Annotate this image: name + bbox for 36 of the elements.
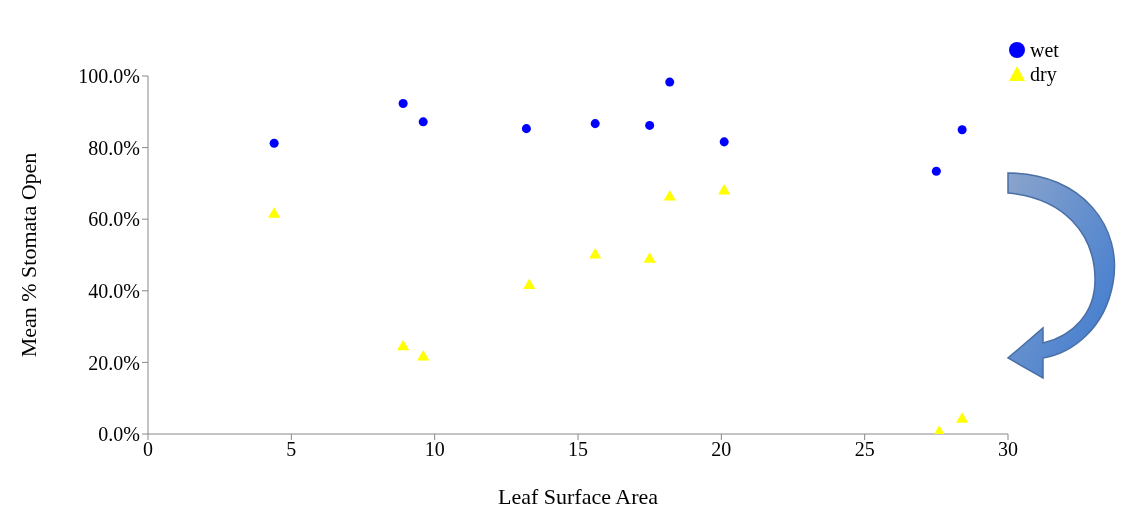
x-axis-title: Leaf Surface Area — [497, 483, 659, 509]
point — [269, 138, 279, 148]
y-tick-label: 0.0% — [98, 423, 140, 446]
point — [397, 339, 410, 351]
legend-label: dry — [1030, 62, 1057, 86]
point — [665, 77, 675, 87]
point — [590, 119, 600, 129]
point — [268, 207, 281, 218]
x-tick-label: 0 — [143, 438, 153, 461]
point — [718, 183, 731, 195]
point — [719, 137, 729, 147]
point — [418, 117, 428, 127]
x-tick-label: 30 — [998, 438, 1018, 461]
point — [521, 124, 531, 134]
point — [643, 252, 656, 263]
y-tick-label: 80.0% — [88, 136, 140, 159]
point — [523, 278, 536, 289]
y-tick-label: 60.0% — [88, 208, 140, 231]
y-axis-title: Mean % Stomata Open — [15, 152, 41, 358]
point — [398, 99, 408, 109]
x-tick-label: 20 — [711, 438, 732, 461]
y-tick-label: 40.0% — [88, 279, 140, 302]
point — [417, 350, 430, 361]
point — [589, 247, 602, 259]
x-tick-label: 25 — [854, 438, 875, 461]
x-tick-label: 5 — [286, 438, 297, 461]
y-tick-label: 20.0% — [88, 351, 140, 374]
x-tick-label: 15 — [568, 438, 588, 461]
point — [956, 412, 969, 423]
legend-label: wet — [1030, 38, 1059, 62]
point — [663, 189, 676, 201]
point — [957, 125, 967, 135]
point — [645, 120, 655, 130]
point — [931, 166, 941, 176]
x-tick-label: 10 — [424, 438, 445, 461]
y-tick-label: 100.0% — [78, 65, 140, 88]
